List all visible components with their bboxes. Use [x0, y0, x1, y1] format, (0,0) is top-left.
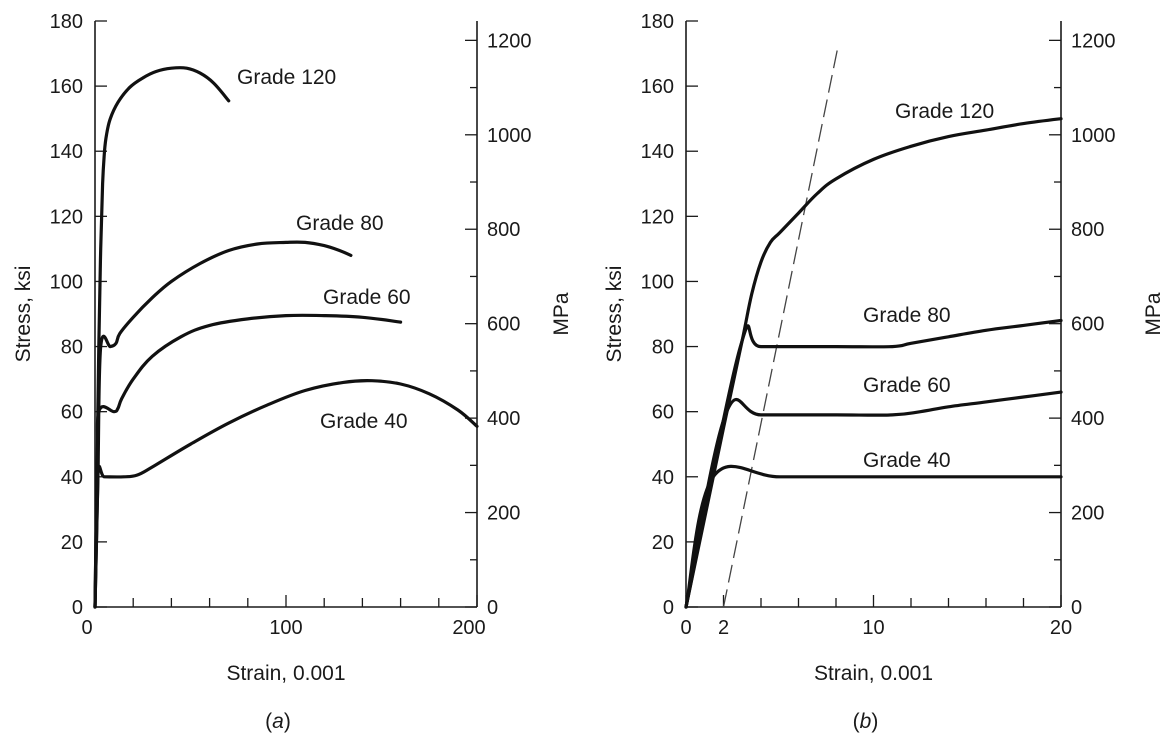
y-tick-label: 80	[652, 337, 674, 359]
y-tick-label: 20	[652, 532, 674, 554]
grade-40-label: Grade 40	[863, 449, 951, 472]
y-tick-label: 60	[61, 402, 83, 424]
grade-120-curve	[684, 117, 1063, 609]
grade-120-label: Grade 120	[895, 100, 994, 123]
y2-axis-label: MPa	[1142, 292, 1165, 336]
grade-60-curve	[93, 313, 403, 609]
y-tick-label: 0	[663, 597, 674, 619]
y2-tick-label: 0	[1071, 597, 1082, 619]
grade-60-label: Grade 60	[863, 374, 951, 397]
y-tick-label: 0	[72, 597, 83, 619]
y2-tick-label: 600	[487, 314, 520, 336]
y-tick-label: 120	[50, 206, 83, 228]
y-tick-label: 180	[641, 11, 674, 33]
y2-tick-label: 1200	[1071, 30, 1116, 52]
grade-80-curve	[93, 240, 353, 609]
y2-tick-label: 800	[1071, 219, 1104, 241]
grade-120-curve	[93, 66, 231, 609]
y2-tick-label: 200	[487, 503, 520, 525]
y2-tick-label: 200	[1071, 503, 1104, 525]
grade-40-curve	[684, 464, 1063, 609]
grade-80-label: Grade 80	[296, 212, 384, 235]
offset-line	[722, 46, 839, 608]
grade-40-label: Grade 40	[320, 410, 408, 433]
y2-tick-label: 400	[1071, 408, 1104, 430]
grade-80-label: Grade 80	[863, 304, 951, 327]
grade-40-curve	[93, 378, 479, 609]
x-tick-label: 200	[452, 617, 485, 639]
y-tick-label: 20	[61, 532, 83, 554]
y2-tick-label: 1200	[487, 30, 532, 52]
y2-axis-label: MPa	[550, 292, 573, 336]
y-tick-label: 120	[641, 206, 674, 228]
y-tick-label: 60	[652, 402, 674, 424]
y2-tick-label: 0	[487, 597, 498, 619]
grade-60-curve	[684, 390, 1063, 609]
x-tick-label: 20	[1050, 617, 1072, 639]
x-tick-label: 10	[862, 617, 884, 639]
panel-label: (a)	[265, 710, 291, 733]
panel-label: (b)	[853, 710, 879, 733]
y2-tick-label: 400	[487, 408, 520, 430]
y-tick-label: 100	[641, 271, 674, 293]
grade-60-label: Grade 60	[323, 286, 411, 309]
y-axis-label: Stress, ksi	[12, 266, 35, 363]
y-tick-label: 140	[641, 141, 674, 163]
y-tick-label: 100	[50, 271, 83, 293]
y2-tick-label: 600	[1071, 314, 1104, 336]
x-tick-label: 2	[718, 617, 729, 639]
y-tick-label: 140	[50, 141, 83, 163]
y-axis-label: Stress, ksi	[603, 266, 626, 363]
y-tick-label: 80	[61, 337, 83, 359]
grade-120-label: Grade 120	[237, 66, 336, 89]
y-tick-label: 40	[652, 467, 674, 489]
x-tick-label: 0	[81, 617, 92, 639]
x-tick-label: 100	[269, 617, 302, 639]
y2-tick-label: 1000	[1071, 125, 1116, 147]
panel-a: 0204060801001201401601800200400600800100…	[12, 11, 573, 733]
y2-tick-label: 1000	[487, 125, 532, 147]
y-tick-label: 160	[641, 76, 674, 98]
y-tick-label: 180	[50, 11, 83, 33]
x-axis-label: Strain, 0.001	[226, 662, 345, 685]
y-tick-label: 160	[50, 76, 83, 98]
y-tick-label: 40	[61, 467, 83, 489]
x-tick-label: 0	[680, 617, 691, 639]
y2-tick-label: 800	[487, 219, 520, 241]
panel-b: 0204060801001201401601800200400600800100…	[603, 11, 1165, 733]
x-axis-label: Strain, 0.001	[814, 662, 933, 685]
grade-80-curve	[684, 318, 1063, 609]
